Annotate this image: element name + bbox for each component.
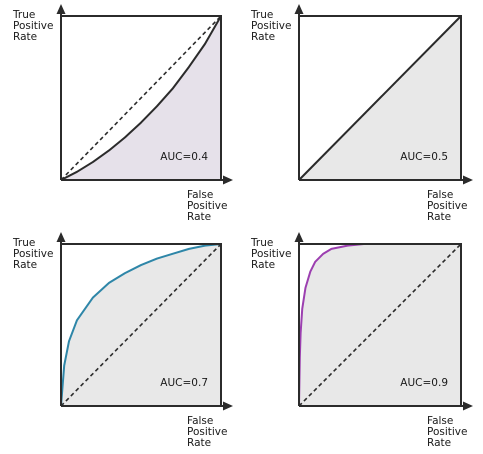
y-axis-arrow-icon xyxy=(56,4,66,14)
roc-panel-3: True Positive Rate False Positive Rate AUC=0.7 xyxy=(12,232,233,449)
x-axis-label: False Positive Rate xyxy=(427,415,467,449)
y-axis-arrow-icon xyxy=(56,232,66,242)
x-axis-arrow-icon xyxy=(463,175,473,185)
roc-curve xyxy=(60,15,222,181)
auc-label: AUC=0.5 xyxy=(400,151,448,163)
x-axis-label: False Positive Rate xyxy=(187,415,227,449)
plot-frame xyxy=(299,15,462,180)
auc-area xyxy=(61,16,221,180)
x-axis-label: False Positive Rate xyxy=(427,189,467,223)
x-axis-arrow-icon xyxy=(223,401,233,411)
y-axis-arrow-icon xyxy=(294,4,304,14)
auc-label: AUC=0.9 xyxy=(400,377,448,389)
random-diagonal-line xyxy=(60,243,222,407)
plot-frame xyxy=(61,243,222,406)
y-axis-label: True Positive Rate xyxy=(12,237,53,271)
plot-frame xyxy=(299,243,462,406)
random-diagonal-line xyxy=(298,243,462,407)
x-axis-arrow-icon xyxy=(223,175,233,185)
auc-label: AUC=0.7 xyxy=(160,377,208,389)
auc-label: AUC=0.4 xyxy=(160,151,208,163)
y-axis-label: True Positive Rate xyxy=(12,9,53,43)
x-axis-label: False Positive Rate xyxy=(187,189,227,223)
x-axis-arrow-icon xyxy=(463,401,473,411)
roc-curve xyxy=(298,15,462,181)
plot-frame xyxy=(61,15,222,180)
roc-panel-2: True Positive Rate False Positive Rate AUC=0.5 xyxy=(250,4,473,223)
roc-panel-4: True Positive Rate False Positive Rate AUC=0.9 xyxy=(250,232,473,449)
roc-panel-1: True Positive Rate False Positive Rate AUC=0.4 xyxy=(12,4,233,223)
y-axis-label: True Positive Rate xyxy=(250,237,291,271)
y-axis-arrow-icon xyxy=(294,232,304,242)
roc-curve xyxy=(60,243,222,407)
y-axis-label: True Positive Rate xyxy=(250,9,291,43)
random-diagonal-line xyxy=(60,15,222,181)
